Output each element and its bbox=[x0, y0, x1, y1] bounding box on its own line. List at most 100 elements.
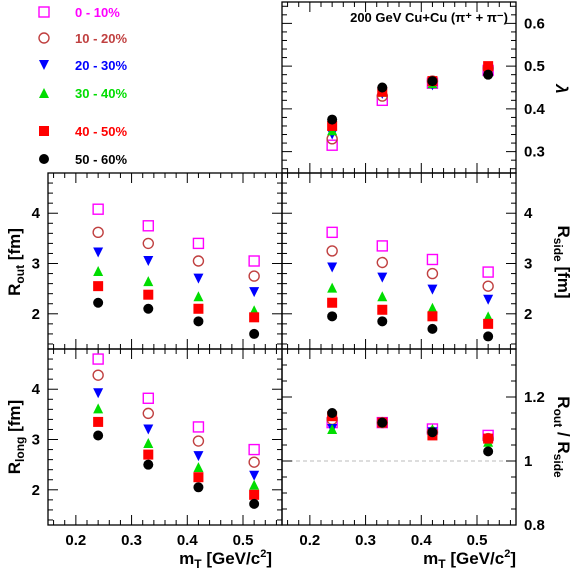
rlong-point bbox=[193, 482, 204, 493]
rout-point bbox=[92, 226, 104, 239]
lambda-point bbox=[327, 120, 338, 131]
rlong-point bbox=[92, 353, 104, 365]
legend-marker bbox=[39, 154, 49, 164]
rout-y-tick-label: 3 bbox=[32, 256, 40, 273]
legend: 0 - 10% 10 - 20% 20 - 30% 30 - 40% 40 - 50% 5… bbox=[38, 5, 127, 167]
rout-point bbox=[143, 303, 154, 314]
rside-point bbox=[427, 302, 438, 313]
lambda-point bbox=[483, 69, 494, 80]
chart-title: 200 GeV Cu+Cu (π⁺ + π⁻) bbox=[350, 10, 508, 25]
rout-point bbox=[192, 255, 205, 267]
rlong-axis-label: Rlong [fm] bbox=[5, 400, 27, 474]
rlong-point bbox=[143, 459, 154, 470]
rside-point bbox=[483, 331, 494, 342]
rside-point bbox=[426, 267, 439, 280]
rlong-x-tick-label: 0.4 bbox=[177, 532, 199, 549]
rlong-x-tick-label: 0.2 bbox=[65, 532, 86, 549]
ratio-point bbox=[483, 433, 494, 444]
rout-point bbox=[93, 297, 104, 308]
rlong-x-tick-label: 0.3 bbox=[121, 532, 142, 549]
rout-point bbox=[193, 291, 204, 302]
rout-point bbox=[192, 237, 205, 250]
rout-point bbox=[143, 289, 154, 300]
rlong-point bbox=[93, 416, 104, 427]
rout-point bbox=[193, 273, 204, 284]
rlong-point bbox=[193, 451, 204, 462]
rlong-point bbox=[193, 472, 204, 483]
rside-point bbox=[376, 256, 388, 269]
legend-label: 10 - 20% bbox=[75, 31, 127, 46]
rlong-point bbox=[248, 456, 260, 468]
rside-point bbox=[377, 316, 388, 327]
rout-point bbox=[143, 276, 154, 287]
rside-y-tick-label: 4 bbox=[524, 205, 533, 222]
rlong-point bbox=[248, 443, 260, 456]
rout-point bbox=[248, 255, 260, 267]
legend-label: 0 - 10% bbox=[75, 5, 120, 20]
rlong-point bbox=[143, 438, 154, 449]
rside-point bbox=[376, 240, 388, 252]
rout-y-tick-label: 4 bbox=[32, 205, 41, 222]
rout-point bbox=[143, 256, 154, 266]
rside-point bbox=[377, 291, 388, 302]
rside-point bbox=[427, 284, 438, 295]
rside-point bbox=[426, 253, 439, 266]
rout-point bbox=[193, 316, 204, 327]
rout-point bbox=[93, 247, 104, 258]
ratio-x-tick-label: 0.5 bbox=[467, 532, 488, 549]
ticks-layer: 0.3 0.4 0.5 0.6 2 3 4 2 3 4 0.2 0.3 0.4 0.5 2 3 4 0.2 0.3 0… bbox=[32, 2, 546, 549]
rside-point bbox=[377, 272, 388, 283]
rside-point bbox=[327, 311, 338, 322]
marks-layer bbox=[92, 61, 494, 509]
rout-axis-label: Rout [fm] bbox=[5, 228, 27, 296]
legend-label: 40 - 50% bbox=[75, 124, 127, 139]
rout-point bbox=[142, 237, 154, 250]
ratio-point bbox=[327, 408, 338, 418]
rout-point bbox=[93, 266, 104, 277]
ratio-x-tick-label: 0.2 bbox=[299, 532, 320, 549]
rout-point bbox=[142, 220, 154, 232]
ratio-point bbox=[377, 417, 388, 428]
rside-point bbox=[326, 245, 338, 257]
rlong-y-tick-label: 4 bbox=[32, 381, 41, 398]
rside-point bbox=[483, 318, 494, 329]
rside-point bbox=[327, 282, 338, 293]
lambda-y-tick-label: 0.5 bbox=[524, 58, 545, 75]
rout-point bbox=[93, 281, 104, 292]
rout-point bbox=[249, 287, 260, 298]
legend-marker bbox=[39, 60, 49, 70]
rside-point bbox=[482, 280, 494, 292]
ratio-point bbox=[327, 424, 338, 434]
lambda-y-tick-label: 0.3 bbox=[524, 144, 545, 161]
rout-point bbox=[248, 270, 260, 282]
rlong-x-tick-label: 0.5 bbox=[233, 532, 254, 549]
legend-marker bbox=[38, 32, 50, 44]
rlong-point bbox=[249, 470, 260, 481]
x-axis-label-right: mT [GeV/c2] bbox=[423, 548, 516, 571]
rlong-point bbox=[249, 479, 260, 490]
rlong-point bbox=[92, 369, 104, 381]
rlong-point bbox=[143, 449, 154, 460]
rside-point bbox=[482, 266, 494, 278]
ratio-y-tick-label: 0.8 bbox=[524, 517, 545, 534]
rlong-y-tick-label: 2 bbox=[32, 482, 40, 499]
legend-label: 30 - 40% bbox=[75, 86, 127, 101]
rout-point bbox=[193, 303, 204, 314]
rlong-point bbox=[93, 430, 104, 441]
rside-point bbox=[427, 323, 438, 334]
rside-point bbox=[377, 304, 388, 315]
rout-point bbox=[92, 203, 104, 215]
legend-marker bbox=[39, 126, 49, 136]
rlong-point bbox=[93, 403, 104, 414]
rlong-y-tick-label: 3 bbox=[32, 432, 40, 449]
rside-point bbox=[483, 311, 494, 322]
rout-point bbox=[249, 328, 260, 339]
rside-point bbox=[327, 297, 338, 308]
lambda-y-tick-label: 0.4 bbox=[524, 101, 546, 118]
rlong-point bbox=[249, 489, 260, 500]
rlong-point bbox=[249, 498, 260, 509]
lambda-point bbox=[483, 61, 494, 72]
ratio-y-tick-label: 1 bbox=[524, 453, 532, 470]
rside-point bbox=[327, 262, 338, 273]
rlong-point bbox=[142, 392, 154, 404]
